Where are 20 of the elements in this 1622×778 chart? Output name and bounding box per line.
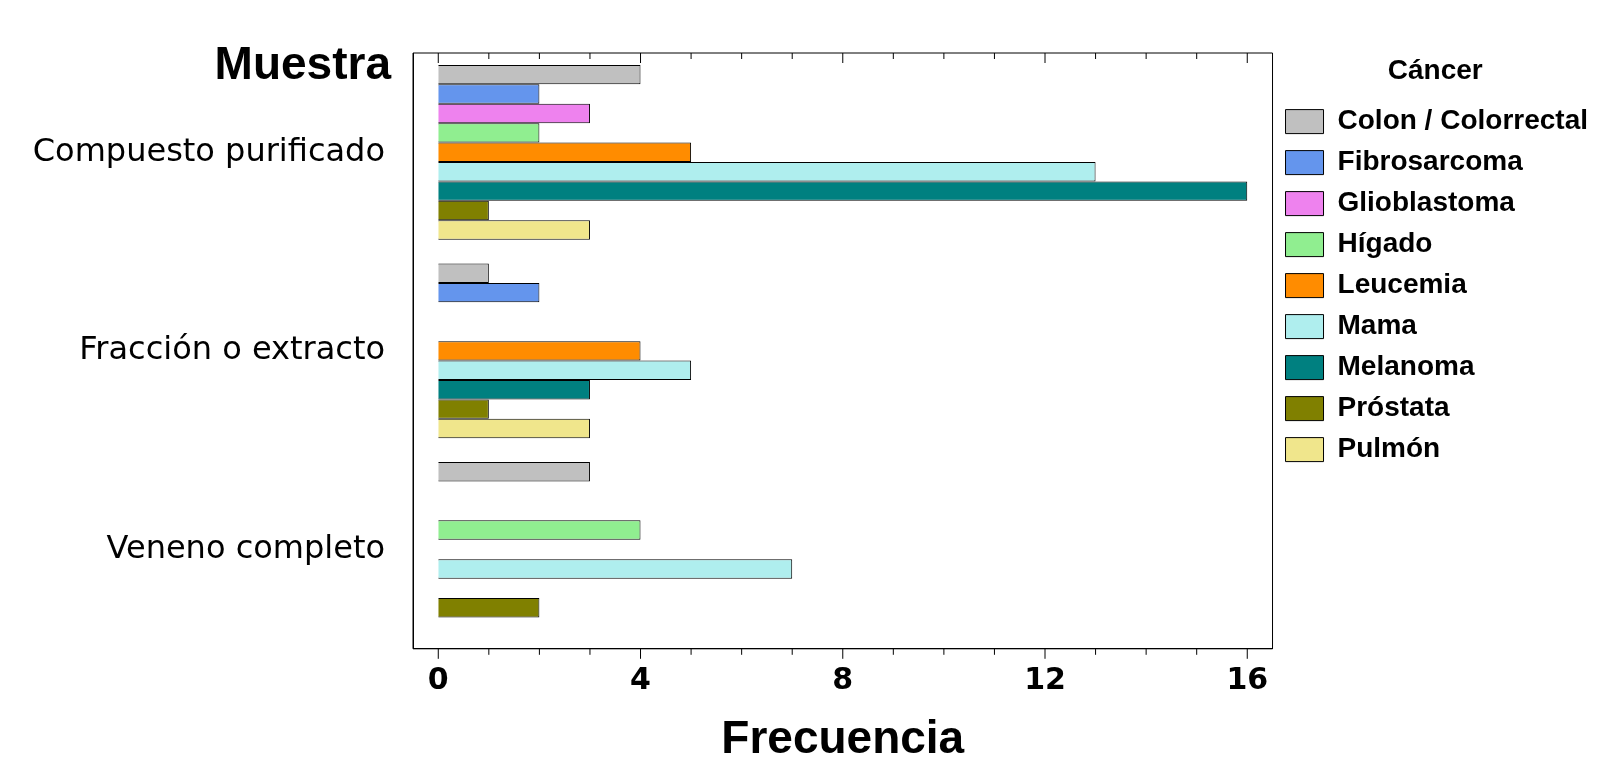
legend-label: Pulmón [1337,432,1441,464]
legend-label: Leucemia [1337,268,1468,300]
x-tick-label: 0 [427,660,449,696]
y-tick-label: Veneno completo [106,527,385,566]
legend-label: Próstata [1337,391,1450,423]
legend-label: Hígado [1337,227,1433,259]
x-axis-title: Frecuencia [721,711,965,764]
y-tick-label: Compuesto purificado [32,130,385,169]
y-axis-title: Muestra [214,36,392,89]
x-tick-label: 16 [1226,660,1269,696]
legend-label: Colon / Colorrectal [1337,104,1588,136]
legend-label: Fibrosarcoma [1337,145,1524,177]
x-tick-label: 12 [1024,660,1066,696]
legend-label: Glioblastoma [1337,186,1516,218]
x-tick-label: 4 [630,660,651,696]
legend-label: Mama [1337,309,1418,341]
x-tick-label: 8 [832,660,854,696]
legend-title: Cáncer [1387,53,1483,85]
legend-label: Melanoma [1337,350,1475,382]
y-tick-label: Fracción o extracto [79,329,385,368]
